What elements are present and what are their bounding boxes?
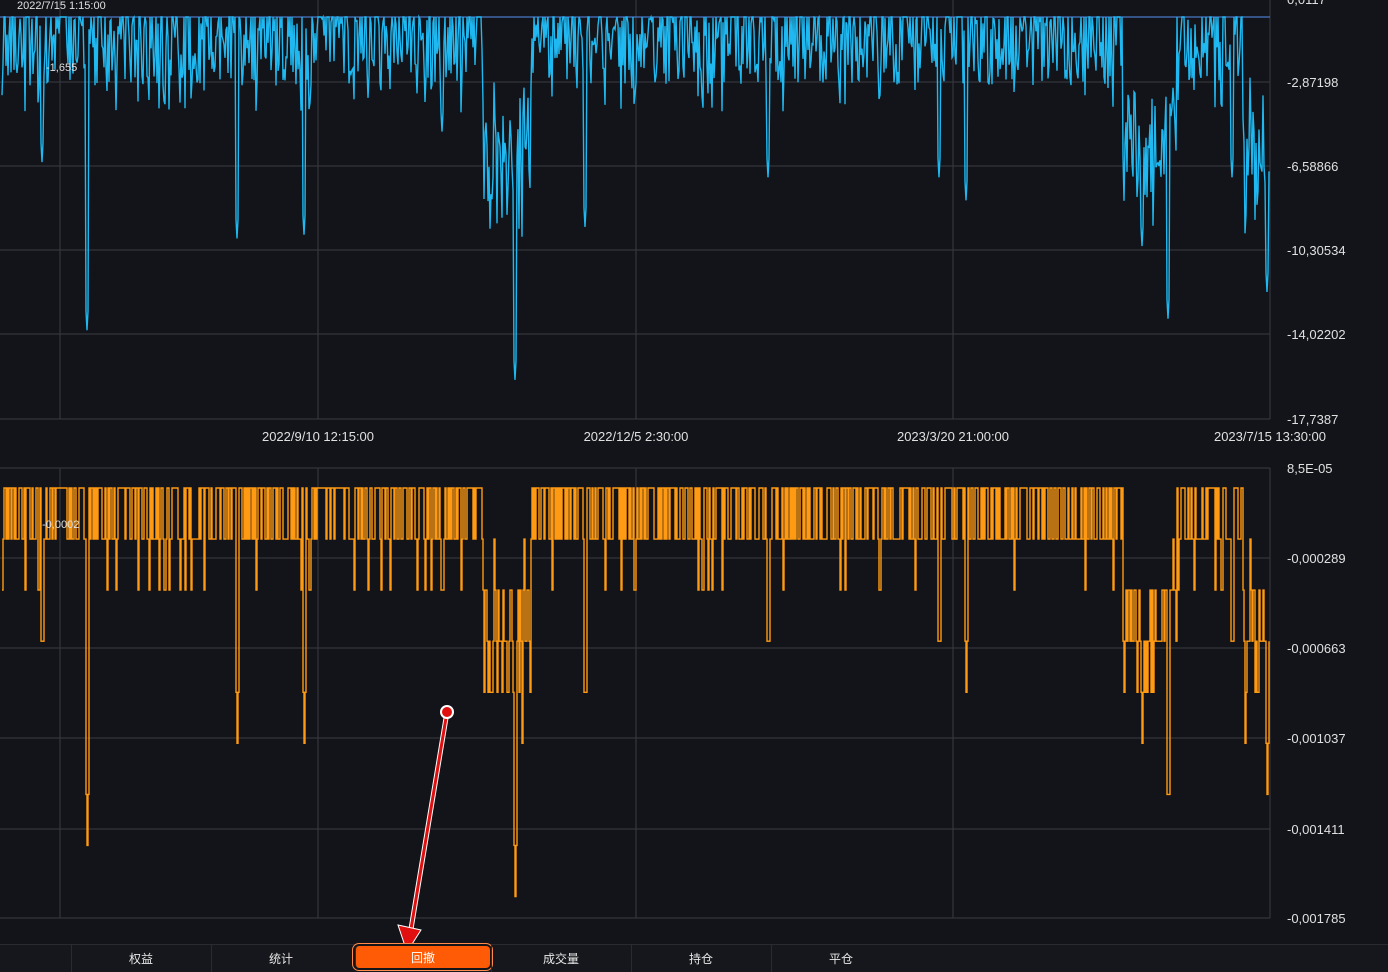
x-tick-label: 2023/3/20 21:00:00 <box>897 429 1009 444</box>
tab-equity[interactable]: 权益 <box>71 945 210 972</box>
arrow-head-icon <box>397 924 422 944</box>
y-tick-label: -0,000289 <box>1287 551 1346 566</box>
y-tick-label: -6,58866 <box>1287 159 1338 174</box>
y-tick-label: -17,7387 <box>1287 412 1338 427</box>
y-tick-label: -10,30534 <box>1287 243 1346 258</box>
axis-labels: 0,0117 -2,87198 -6,58866 -10,30534 -14,02202… <box>17 0 1346 926</box>
y-tick-label: -14,02202 <box>1287 327 1346 342</box>
y-tick-label: 0,0117 <box>1287 0 1326 7</box>
cursor-value-label: -1,655 <box>46 62 77 74</box>
x-tick-label: 2022/9/10 12:15:00 <box>262 429 374 444</box>
top-series-group <box>1 14 1270 380</box>
y-tick-label: -0,001785 <box>1287 911 1346 926</box>
tab-volume[interactable]: 成交量 <box>491 945 630 972</box>
arrow-origin-dot <box>440 705 454 719</box>
x-tick-label: 2023/7/15 13:30:00 <box>1214 429 1326 444</box>
tab-position[interactable]: 持仓 <box>631 945 770 972</box>
y-tick-label: -0,001411 <box>1287 822 1345 837</box>
drawdown-ratio-line <box>2 487 1270 898</box>
bottom-panel-grid <box>0 467 1271 919</box>
tab-close-position[interactable]: 平仓 <box>771 945 910 972</box>
tab-statistics[interactable]: 统计 <box>211 945 350 972</box>
cursor-time-label: 2022/7/15 1:15:00 <box>17 0 106 12</box>
y-tick-label: 8,5E-05 <box>1287 461 1333 476</box>
y-tick-label: -0,000663 <box>1287 641 1346 656</box>
equity-drawdown-line <box>1 14 1270 380</box>
cursor-value-label: -0,0002 <box>42 519 79 531</box>
x-tick-label: 2022/12/5 2:30:00 <box>584 429 689 444</box>
drawdown-chart: 0,0117 -2,87198 -6,58866 -10,30534 -14,02202… <box>0 0 1346 944</box>
bottom-series-group <box>2 487 1270 898</box>
y-tick-label: -0,001037 <box>1287 731 1346 746</box>
y-tick-label: -2,87198 <box>1287 75 1338 90</box>
arrow-shaft <box>408 710 449 937</box>
bottom-tab-bar: 权益 统计 回撤 成交量 持仓 平仓 <box>0 944 1388 972</box>
tab-drawdown[interactable]: 回撤 <box>355 946 490 968</box>
annotation-arrow <box>397 705 454 944</box>
